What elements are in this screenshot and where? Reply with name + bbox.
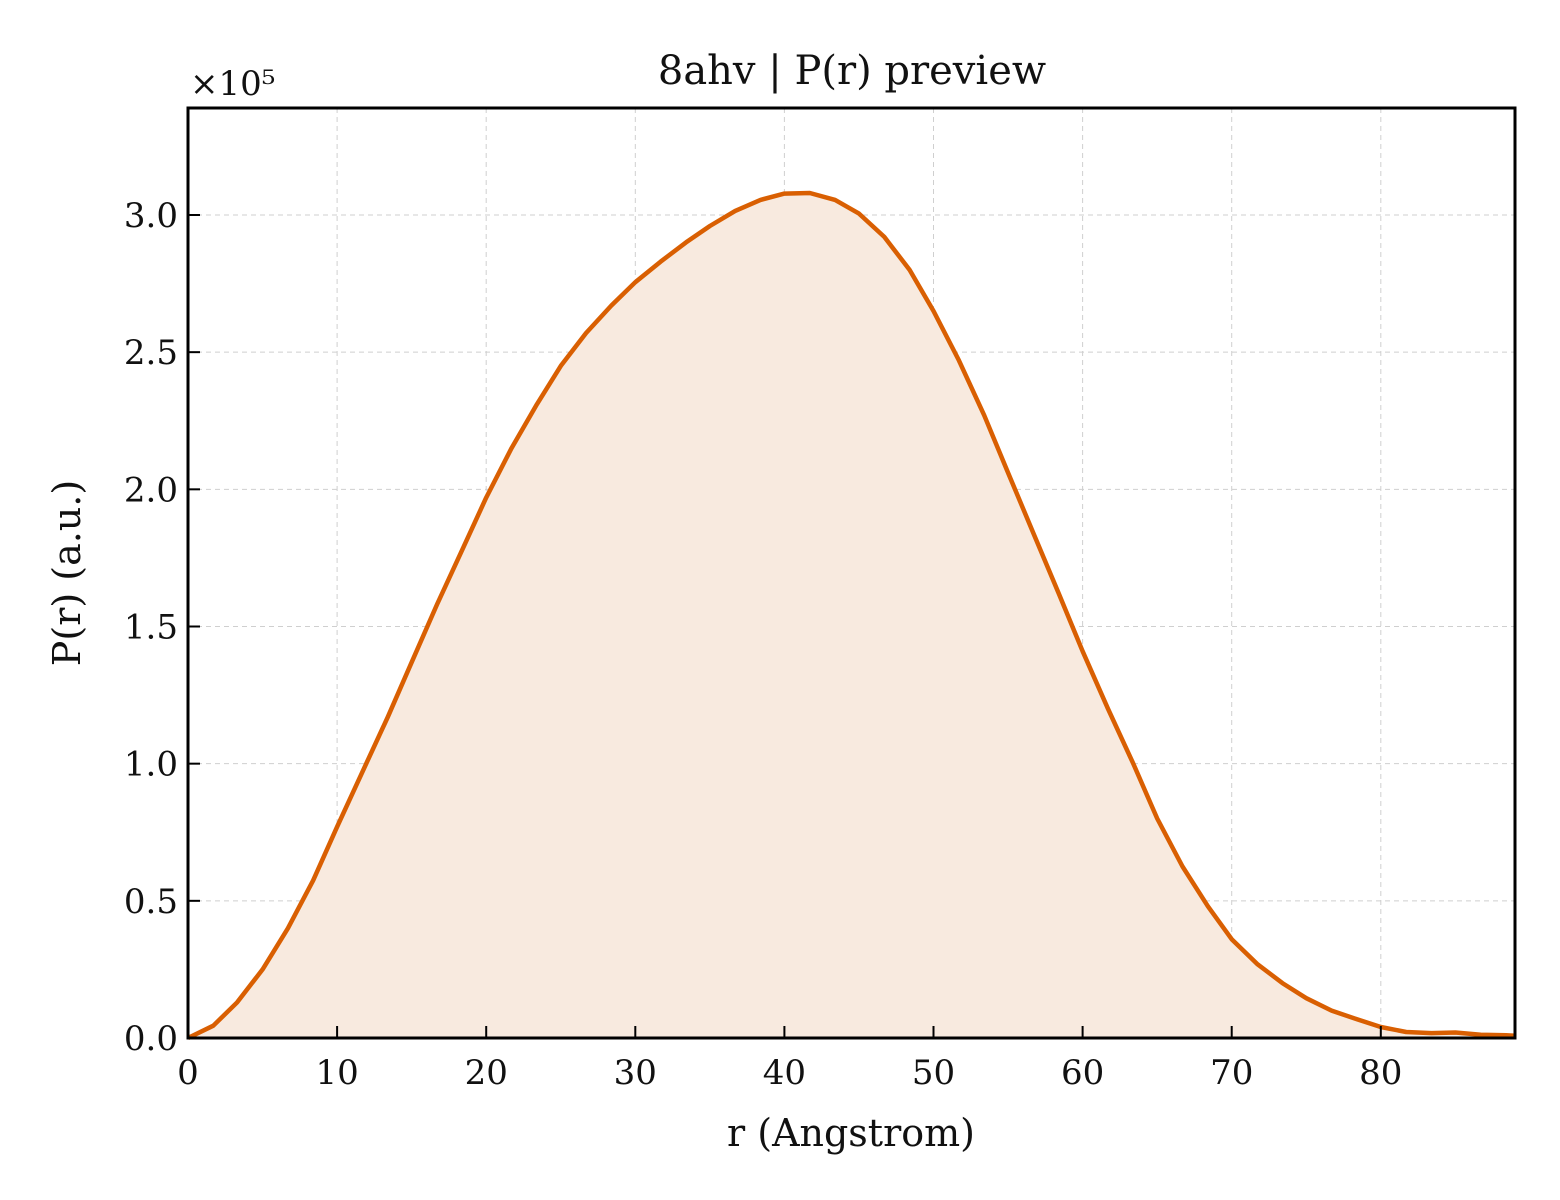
area-fill	[188, 193, 1515, 1038]
x-tick-label: 60	[1061, 1053, 1104, 1093]
x-tick-label: 50	[912, 1053, 955, 1093]
y-axis-label: P(r) (a.u.)	[45, 480, 89, 666]
y-offset-label: ×10⁵	[190, 64, 275, 104]
y-tick-label: 2.0	[124, 470, 178, 510]
axis-ticks: 0 10 20 30 40 50 60 70 80 0.0 0.5 1.0 1.5 2.0 2.5 3.0	[124, 196, 1403, 1093]
y-tick-label: 1.0	[124, 745, 178, 785]
x-tick-label: 30	[614, 1053, 657, 1093]
series-line	[187, 190, 1516, 1041]
y-tick-label: 3.0	[124, 196, 178, 236]
y-tick-label: 2.5	[124, 333, 178, 373]
x-tick-label: 80	[1359, 1053, 1402, 1093]
y-tick-label: 0.0	[124, 1019, 178, 1059]
y-tick-label: 0.5	[124, 882, 178, 922]
plot-frame	[186, 106, 1517, 1040]
x-tick-label: 70	[1210, 1053, 1253, 1093]
x-tick-label: 10	[315, 1053, 358, 1093]
x-axis-label: r (Angstrom)	[727, 1111, 975, 1155]
x-tick-label: 20	[465, 1053, 508, 1093]
x-tick-label: 0	[177, 1053, 199, 1093]
chart-title: 8ahv | P(r) preview	[658, 48, 1046, 94]
x-tick-label: 40	[763, 1053, 806, 1093]
y-tick-label: 1.5	[124, 607, 178, 647]
